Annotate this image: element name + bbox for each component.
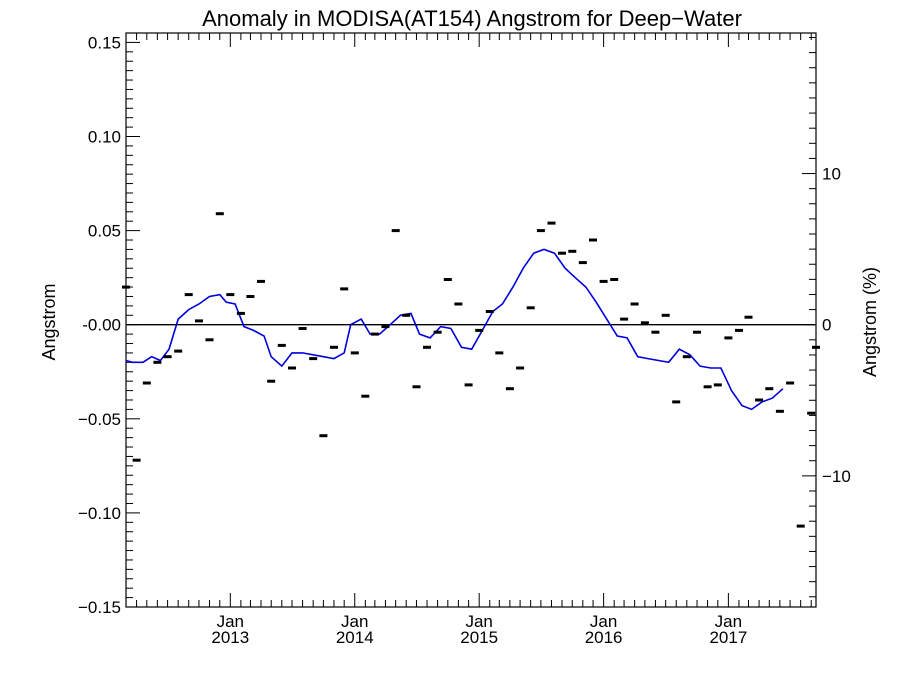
y-axis-label: Angstrom [39,283,59,360]
data-point-marker [630,302,639,306]
data-point-marker [195,319,203,323]
data-point-marker [505,387,514,391]
data-point-marker [402,313,411,317]
data-point-marker [755,398,764,402]
x-tick-label-year: 2017 [709,628,747,647]
x-tick-label-year: 2014 [336,628,374,647]
y-tick-label: 0.05 [88,222,121,241]
data-point-marker [568,249,577,253]
y-tick-label: 0.15 [88,33,121,52]
data-point-marker [433,330,442,334]
plot-area: 0.15 0.10 0.05 -0.00 −0.05 −0.10 −0.15 10 0 −10 Ja… [78,32,851,647]
data-point-marker [174,349,183,353]
data-point-marker [775,409,784,413]
data-point-marker [142,381,151,385]
data-point-marker [693,330,701,334]
data-point-marker [184,293,193,297]
data-point-marker [516,366,525,370]
data-point-marker [589,238,597,242]
data-point-marker [319,434,328,438]
data-point-marker [454,302,463,306]
data-point-marker [153,360,162,364]
data-point-marker [215,212,224,216]
data-point-marker [735,328,743,332]
data-point-marker [703,385,712,389]
data-point-marker [381,325,390,329]
data-point-marker [257,279,265,283]
data-point-marker [226,293,235,297]
data-point-marker [391,229,400,233]
data-point-marker [620,317,629,321]
data-point-marker [610,278,619,281]
y-tick-label: -0.00 [82,316,121,335]
data-point-marker [298,327,307,330]
x-tick-label-year: 2013 [211,628,249,647]
data-point-marker [713,383,722,387]
data-point-marker [246,295,255,298]
data-point-marker [288,366,296,370]
y-tick-label: −0.15 [78,598,121,617]
data-point-marker [350,351,359,355]
data-point-marker [267,379,276,383]
data-point-marker [205,338,214,342]
data-point-marker [309,357,318,361]
x-tick-label-month: Jan [590,612,617,631]
data-point-marker [443,278,452,281]
data-point-marker [423,345,431,349]
data-point-marker [485,310,494,313]
x-tick-label-month: Jan [341,612,368,631]
data-point-marker [578,261,587,265]
data-point-marker [682,355,691,359]
data-point-marker [558,251,566,255]
data-point-marker [744,315,753,319]
x-tick-label-month: Jan [715,612,742,631]
data-point-marker [724,336,733,340]
data-point-marker [330,345,338,349]
data-point-marker [122,285,130,289]
data-point-marker [412,385,421,389]
data-point-marker [236,311,245,315]
data-point-marker [495,351,504,355]
data-point-marker [475,328,484,332]
chart-title: Anomaly in MODISA(AT154) Angstrom for De… [202,6,742,31]
data-point-marker [765,387,774,391]
data-point-marker [361,394,370,398]
data-point-marker [132,458,141,462]
y-tick-label: 0.10 [88,128,121,147]
data-point-marker [786,381,795,385]
data-point-marker [526,306,535,310]
plot-frame [125,32,817,608]
y-tick-label: −0.10 [78,504,121,523]
data-point-marker [464,383,473,387]
right-tick-label: 10 [822,165,841,184]
x-tick-label-year: 2015 [460,628,498,647]
data-point-marker [599,279,608,283]
data-point-marker [661,313,670,317]
x-tick-label-month: Jan [217,612,244,631]
data-point-marker [277,343,286,347]
data-point-marker [163,355,172,359]
y-axis-label-right: Angstrom (%) [860,267,880,377]
x-tick-label-month: Jan [465,612,492,631]
data-point-marker [812,345,820,349]
data-point-marker [547,221,556,225]
data-point-marker [672,400,681,404]
data-point-marker [651,330,660,334]
right-tick-label: 0 [822,316,831,335]
x-tick-label-year: 2016 [585,628,623,647]
running-mean-line [125,248,784,411]
data-point-marker [340,287,349,291]
y-tick-label: −0.05 [78,410,121,429]
data-point-marker [807,411,816,415]
data-point-marker [796,524,805,528]
data-point-marker [370,332,379,336]
data-point-marker [640,321,649,325]
data-point-marker [536,229,545,233]
right-tick-label: −10 [822,467,851,486]
